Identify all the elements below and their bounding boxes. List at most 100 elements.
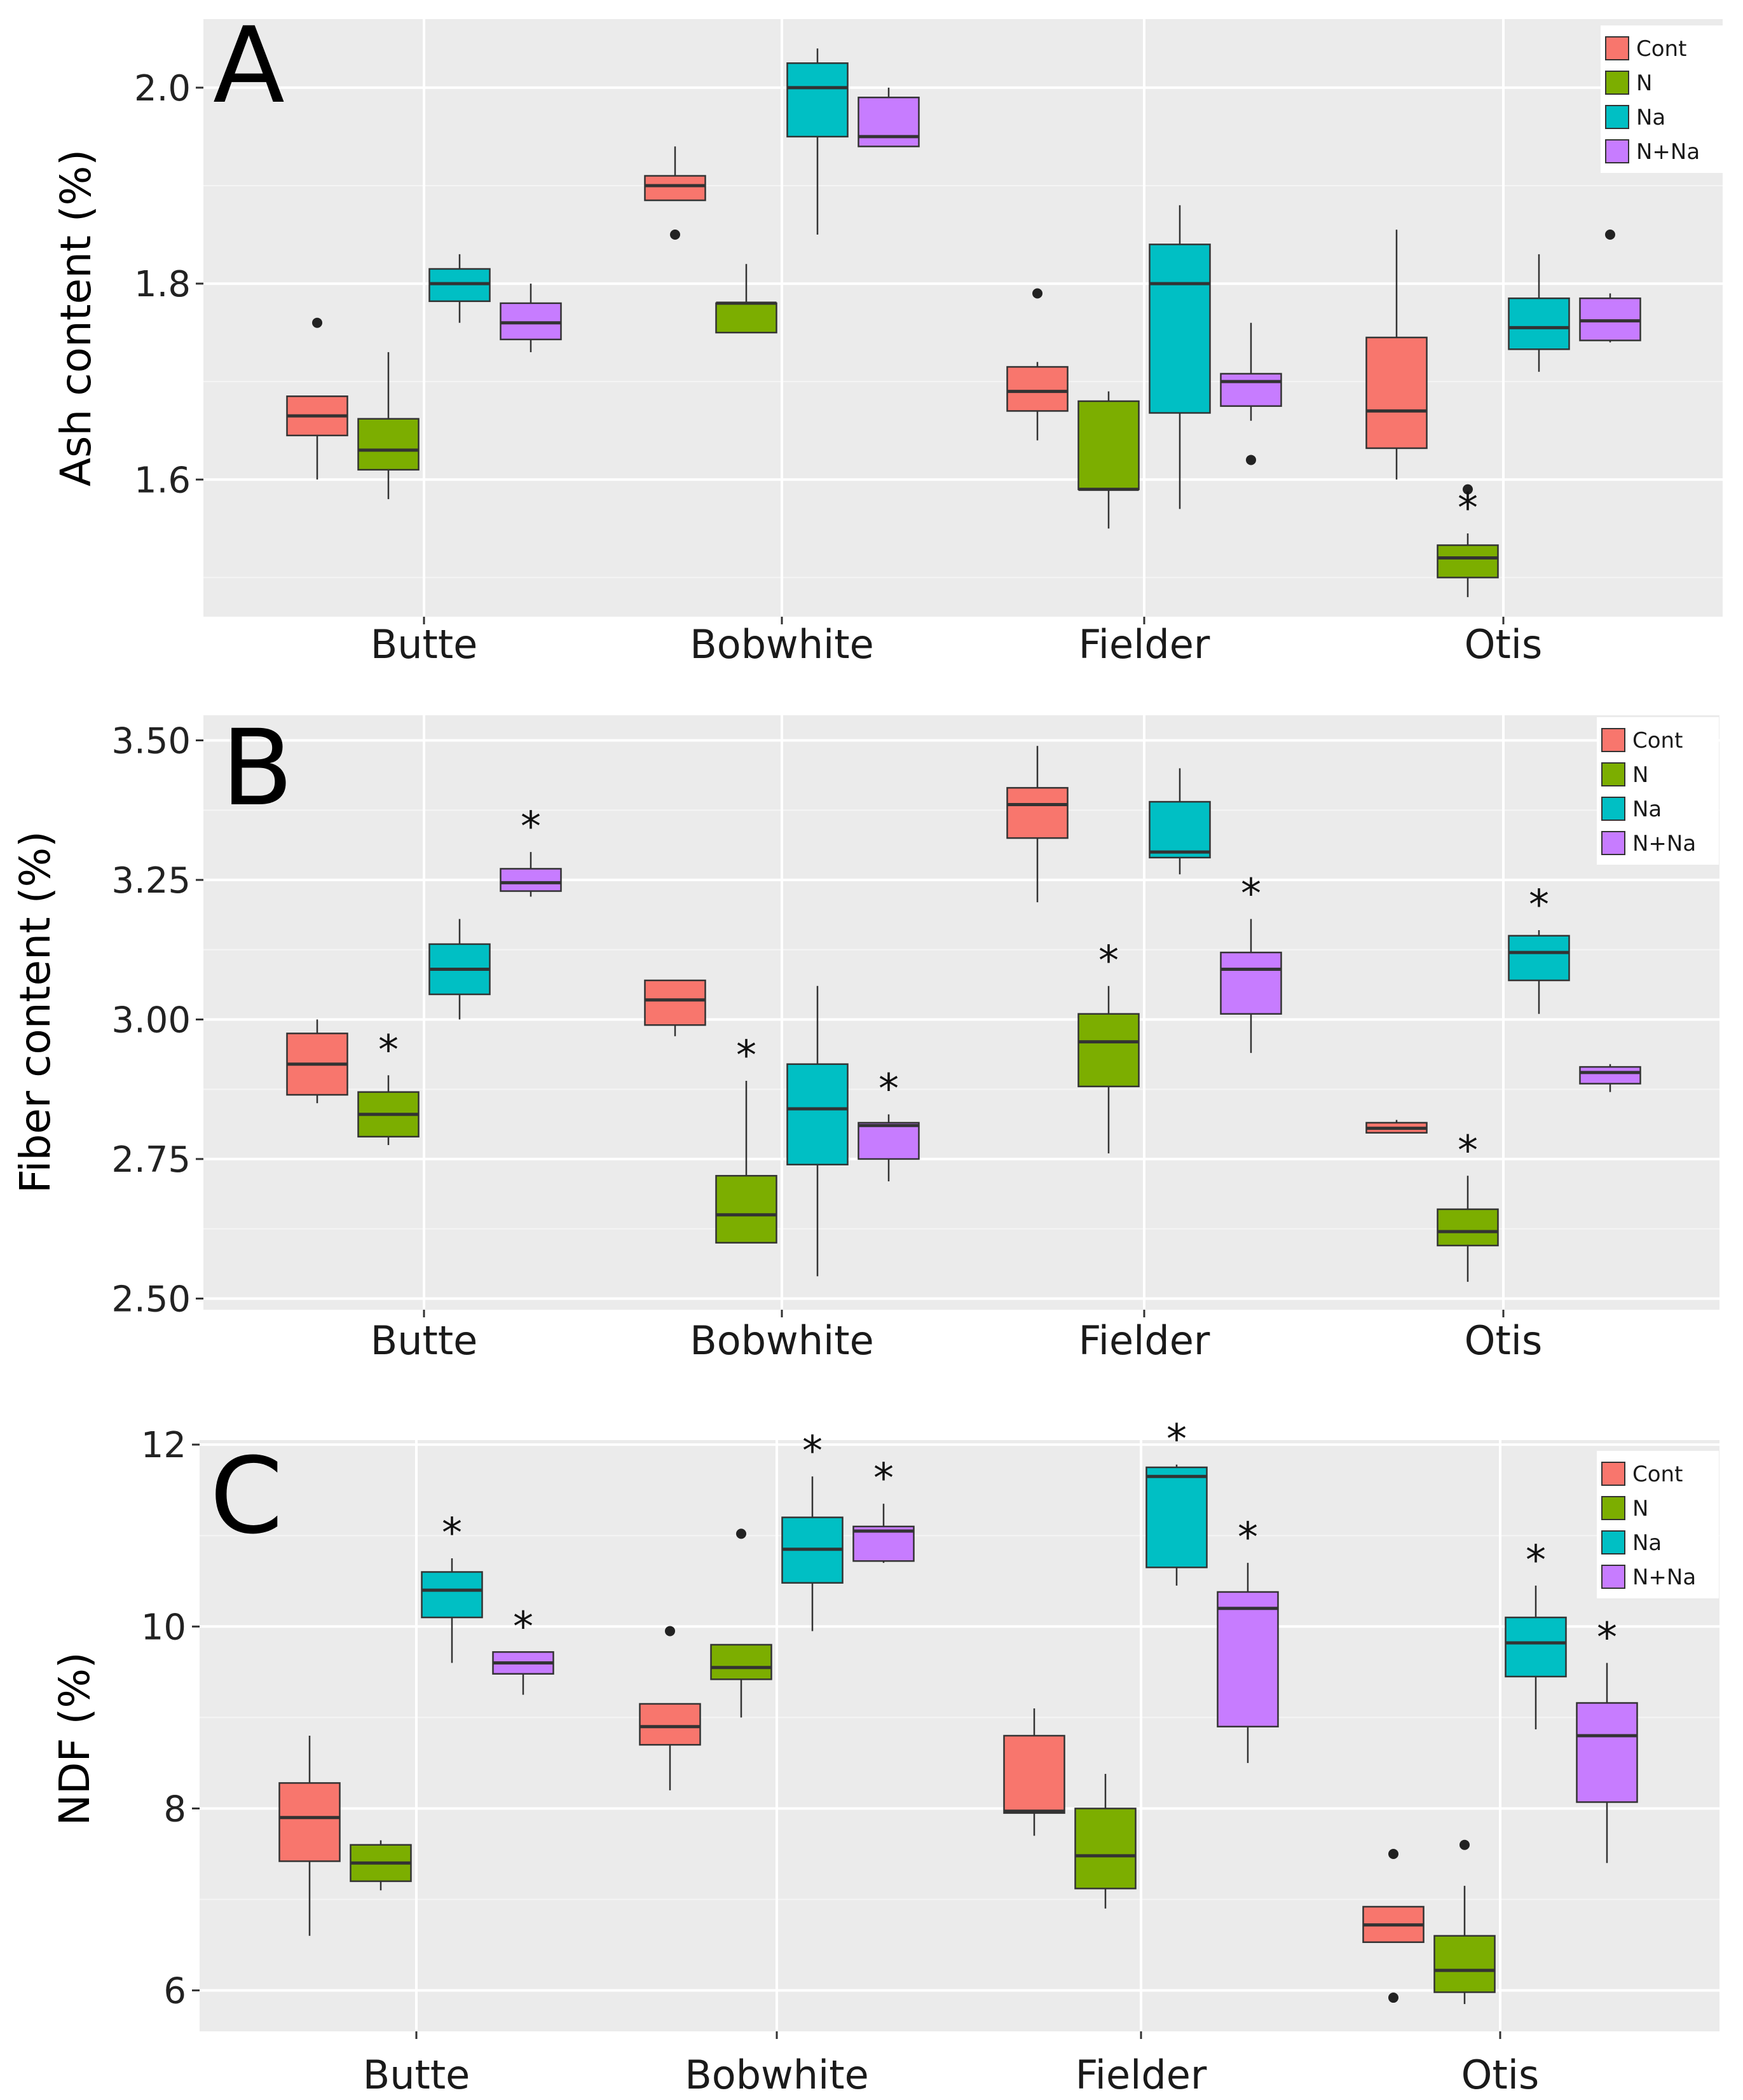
box-n-bobwhite	[710, 1528, 772, 1718]
box-iqr	[1006, 786, 1069, 839]
box-iqr	[644, 175, 706, 202]
outlier-point	[665, 1626, 675, 1637]
y-tick-label: 6	[163, 1971, 186, 2012]
box-cont-otis	[1362, 1849, 1425, 2003]
significance-asterisk: *	[1241, 870, 1261, 917]
legend-entry-na: Na	[1601, 797, 1662, 822]
panel-a: * 1.6 1.8 2.0 Butte Bobwhite Fielder Otis A A…	[51, 4, 1723, 668]
box-cont-butte	[278, 1736, 341, 1936]
panel-a-x-axis: Butte Bobwhite Fielder Otis	[371, 617, 1543, 668]
box-iqr	[500, 868, 562, 892]
significance-asterisk: *	[1458, 485, 1478, 532]
box-na-otis	[1508, 254, 1570, 372]
box-cont-fielder	[1003, 1708, 1065, 1836]
box-na-bobwhite	[786, 985, 849, 1277]
x-tick-label-butte: Butte	[371, 621, 478, 668]
box-n-na-butte: *	[492, 1603, 554, 1695]
legend-key-na	[1601, 797, 1625, 821]
legend-entry-n: N	[1601, 1496, 1648, 1521]
box-n-na-fielder	[1220, 322, 1282, 465]
box-n-fielder: *	[1077, 938, 1140, 1154]
x-tick-label-otis: Otis	[1465, 621, 1543, 668]
y-tick-label: 1.8	[134, 264, 191, 305]
box-na-bobwhite	[786, 48, 849, 235]
legend-label-cont: Cont	[1636, 36, 1686, 62]
outlier-point	[1246, 455, 1256, 465]
significance-asterisk: *	[1597, 1615, 1617, 1662]
legend-label-n-na: N+Na	[1636, 139, 1700, 165]
box-iqr	[786, 1063, 849, 1165]
box-na-fielder	[1149, 205, 1211, 509]
outlier-point	[1388, 1849, 1398, 1859]
legend-label-n: N	[1632, 1496, 1648, 1521]
panel-b-label: B	[221, 707, 293, 829]
y-tick-label: 2.50	[111, 1279, 191, 1320]
box-iqr	[1220, 373, 1282, 407]
x-tick-label-bobwhite: Bobwhite	[690, 621, 874, 668]
significance-asterisk: *	[513, 1603, 533, 1650]
box-n-otis: *	[1437, 1127, 1499, 1282]
box-cont-bobwhite	[639, 1626, 701, 1790]
box-cont-butte	[286, 317, 348, 480]
box-na-butte: *	[421, 1510, 483, 1663]
panel-b-gridlines	[203, 715, 1719, 1310]
box-iqr	[1508, 935, 1570, 982]
box-iqr	[1006, 366, 1069, 412]
panel-b: * * * * * * * * 2.50 2.75 3.00 3.25 3.50 Butte Bobwh…	[11, 707, 1719, 1364]
box-n-fielder	[1074, 1774, 1137, 1909]
box-iqr	[278, 1782, 341, 1862]
y-tick-label: 3.50	[111, 721, 191, 762]
box-iqr	[710, 1644, 772, 1680]
box-iqr	[1437, 1208, 1499, 1247]
box-iqr	[357, 418, 420, 471]
box-iqr	[1149, 800, 1211, 859]
box-n-otis: *	[1437, 484, 1499, 598]
panel-c-y-axis-title: NDF (%)	[50, 1652, 99, 1825]
x-tick-label-otis: Otis	[1461, 2052, 1540, 2098]
panel-b-y-axis-title: Fiber content (%)	[11, 831, 60, 1193]
significance-asterisk: *	[802, 1428, 823, 1475]
x-tick-label-bobwhite: Bobwhite	[685, 2052, 869, 2098]
box-n-bobwhite: *	[715, 1033, 777, 1244]
legend-entry-na: Na	[1605, 105, 1665, 130]
legend-key-na	[1605, 105, 1629, 129]
panel-a-legend: Cont N Na N+Na	[1601, 25, 1723, 173]
x-tick-label-butte: Butte	[371, 1317, 478, 1364]
y-tick-label: 8	[163, 1788, 186, 1830]
box-n-butte	[350, 1840, 412, 1891]
legend-entry-na: Na	[1601, 1530, 1662, 1556]
y-tick-label: 3.00	[111, 999, 191, 1041]
x-tick-label-butte: Butte	[363, 2052, 470, 2098]
legend-key-n-na	[1605, 139, 1629, 163]
y-tick-label: 3.25	[111, 860, 191, 902]
box-iqr	[1145, 1466, 1208, 1568]
box-iqr	[1003, 1734, 1065, 1814]
box-iqr	[858, 97, 920, 148]
legend-entry-n-na: N+Na	[1601, 831, 1696, 856]
x-tick-label-bobwhite: Bobwhite	[690, 1317, 874, 1364]
panel-b-boxes: * * * * * * * *	[286, 746, 1641, 1282]
significance-asterisk: *	[521, 804, 541, 851]
box-cont-bobwhite	[644, 979, 706, 1036]
legend-label-na: Na	[1632, 797, 1662, 822]
legend-entry-cont: Cont	[1601, 728, 1683, 753]
x-tick-label-fielder: Fielder	[1079, 1317, 1210, 1364]
panel-a-background	[203, 19, 1723, 617]
panel-c: * * * * * * * * 6 8 10 12 Butte Bobwhite Fielder Otis…	[50, 1417, 1719, 2098]
outlier-point	[312, 317, 322, 328]
panel-b-x-axis: Butte Bobwhite Fielder Otis	[371, 1310, 1542, 1364]
panel-a-y-axis-title: Ash content (%)	[51, 149, 100, 486]
significance-asterisk: *	[1529, 882, 1549, 929]
box-n-na-fielder: *	[1217, 1514, 1279, 1763]
outlier-point	[1605, 230, 1615, 240]
y-tick-label: 2.0	[134, 68, 191, 109]
box-na-bobwhite: *	[781, 1428, 844, 1631]
legend-key-cont	[1601, 728, 1625, 752]
legend-label-na: Na	[1636, 105, 1665, 130]
legend-key-n	[1601, 1496, 1625, 1520]
legend-key-cont	[1605, 36, 1629, 60]
legend-entry-n-na: N+Na	[1605, 139, 1700, 165]
box-iqr	[1074, 1808, 1137, 1890]
y-tick-label: 12	[141, 1425, 186, 1466]
box-iqr	[1437, 544, 1499, 579]
